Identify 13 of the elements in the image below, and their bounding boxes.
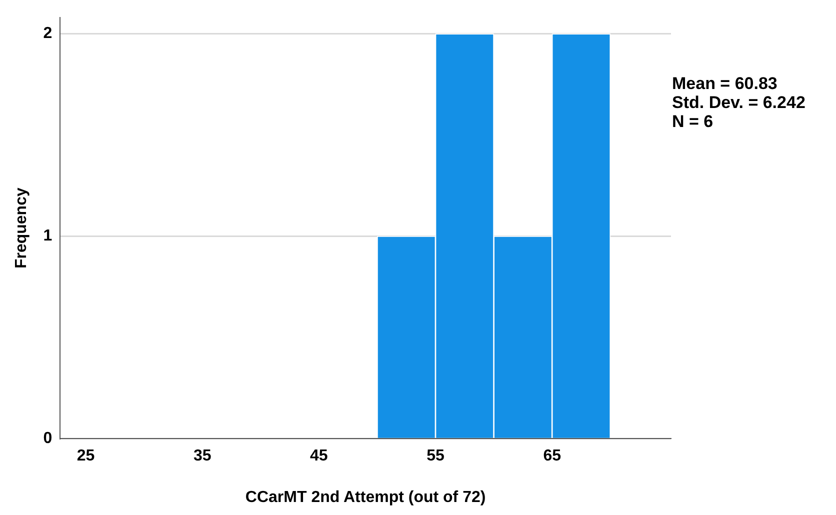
x-tick-label: 35 bbox=[193, 448, 212, 465]
text: N = 6 bbox=[672, 112, 714, 131]
x-tick-label: 55 bbox=[426, 448, 444, 465]
x-tick-label: 45 bbox=[310, 448, 328, 465]
y-tick-label: 1 bbox=[43, 228, 52, 245]
x-tick-label: 65 bbox=[543, 448, 562, 465]
text: Std. Dev. = 6.242 bbox=[672, 93, 806, 112]
y-axis-title: Frequency bbox=[13, 188, 30, 269]
y-tick-label: 2 bbox=[43, 25, 52, 42]
x-tick-label: 25 bbox=[76, 448, 95, 465]
text: Mean = 60.83 bbox=[672, 74, 778, 93]
x-axis-title: CCarMT 2nd Attempt (out of 72) bbox=[245, 488, 486, 506]
y-tick-label: 0 bbox=[43, 430, 52, 448]
